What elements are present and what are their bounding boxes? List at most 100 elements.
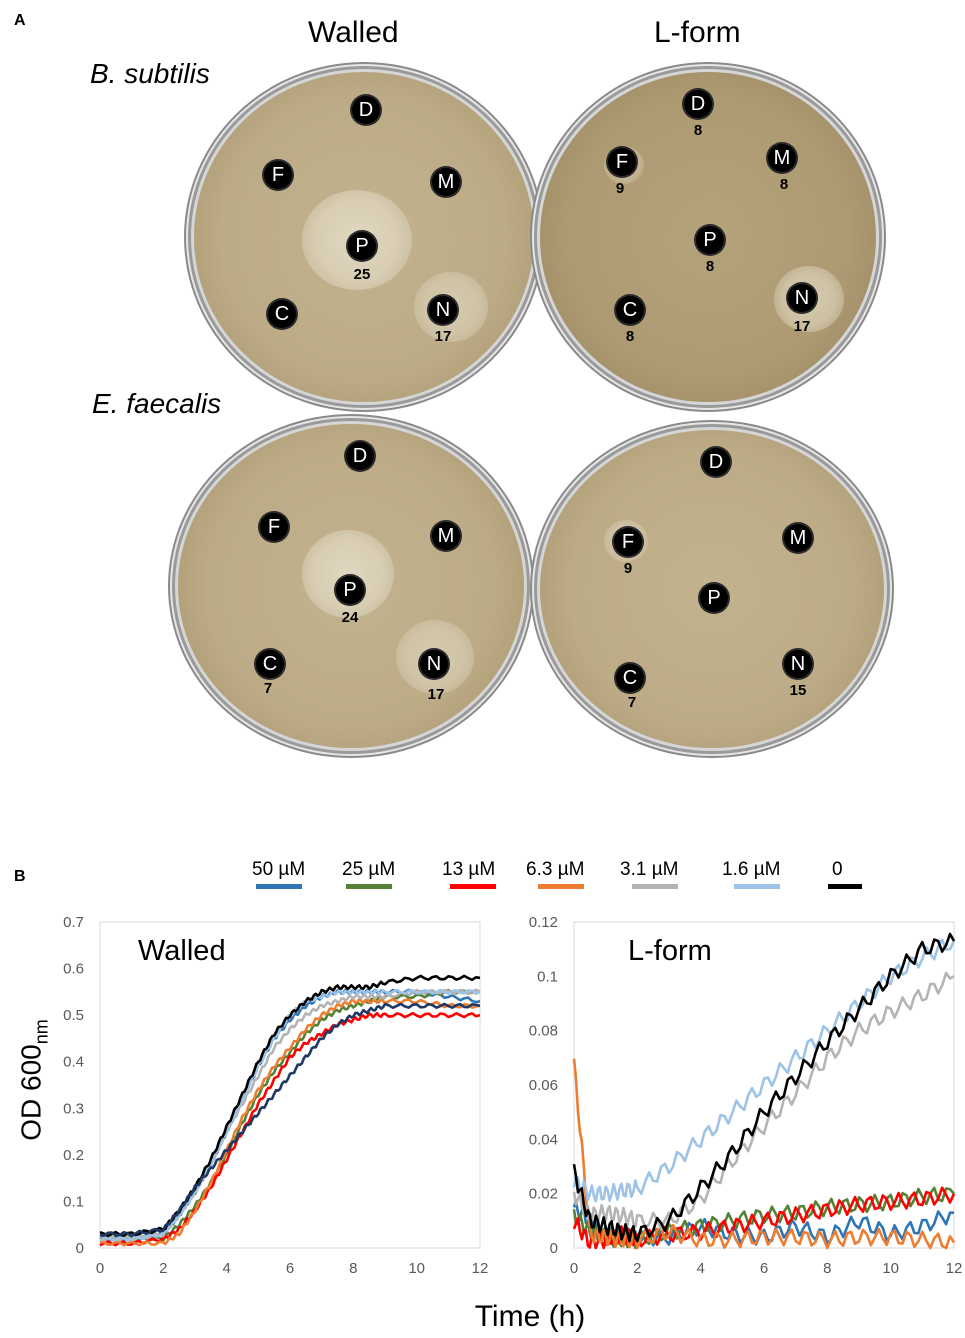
series-line: [99, 997, 481, 1247]
column-title-lform: L-form: [654, 16, 741, 49]
zone-diameter: 8: [693, 122, 703, 139]
legend-swatch: [828, 884, 862, 889]
antibiotic-disc: F: [264, 161, 292, 189]
zone-diameter: 8: [625, 328, 635, 345]
legend-label: 50 µM: [252, 859, 306, 880]
y-tick-label: 0.2: [63, 1147, 84, 1164]
chart-title: L-form: [628, 935, 712, 967]
panel-b-label: B: [14, 868, 26, 885]
petri-plate-bsub-walled: D F M P 25 C N 17: [194, 72, 534, 402]
legend-item: 50 µM: [252, 859, 305, 889]
x-tick-label: 6: [760, 1260, 768, 1277]
species-label-e-faecalis: E. faecalis: [92, 388, 222, 419]
legend-swatch: [538, 884, 584, 889]
legend-label: 3.1 µM: [620, 859, 679, 880]
zone-diameter: 7: [263, 680, 273, 697]
chart-title: Walled: [138, 935, 226, 967]
y-tick-label: 0.5: [63, 1007, 84, 1024]
antibiotic-disc: M: [768, 144, 796, 172]
x-tick-label: 12: [946, 1260, 963, 1277]
zone-diameter: 7: [627, 694, 637, 711]
legend-swatch: [256, 884, 302, 889]
legend-label: 25 µM: [342, 859, 396, 880]
y-tick-label: 0.7: [63, 914, 84, 931]
antibiotic-disc: D: [684, 90, 712, 118]
antibiotic-disc: M: [784, 524, 812, 552]
legend-label: 13 µM: [442, 859, 496, 880]
antibiotic-disc: F: [260, 513, 288, 541]
legend-item: 13 µM: [442, 859, 496, 889]
zone-diameter: 15: [789, 682, 807, 699]
antibiotic-disc: C: [256, 650, 284, 678]
zone-diameter: 9: [615, 180, 625, 197]
plot-frame: [99, 921, 481, 1249]
zone-diameter: 25: [353, 266, 371, 283]
antibiotic-disc: C: [616, 296, 644, 324]
petri-plate-bsub-lform: D 8 F 9 M 8 P 8 C 8 N 17: [540, 72, 876, 402]
y-tick-label: 0.4: [63, 1054, 84, 1071]
legend: 50 µM 25 µM 13 µM 6.3 µM 3.1 µM 1.6 µM 0: [0, 855, 965, 895]
antibiotic-disc: N: [420, 650, 448, 678]
legend-item: 3.1 µM: [620, 859, 678, 889]
legend-item: 6.3 µM: [526, 859, 584, 889]
legend-item: 25 µM: [342, 859, 395, 889]
x-tick-label: 10: [408, 1260, 425, 1277]
chart-0: 0 0.1 0.2 0.3 0.4 0.5 0.6 0.7 0 2 4 6 8 10 12 Walled: [63, 914, 488, 1277]
legend-label: 1.6 µM: [722, 859, 781, 880]
antibiotic-disc: P: [336, 576, 364, 604]
y-tick-label: 0.12: [529, 914, 558, 931]
y-tick-label: 0: [76, 1240, 84, 1257]
x-tick-label: 0: [570, 1260, 578, 1277]
legend-item: 1.6 µM: [722, 859, 780, 889]
x-tick-label: 10: [882, 1260, 899, 1277]
series-line: [572, 938, 956, 1203]
antibiotic-disc: N: [429, 296, 457, 324]
legend-swatch: [734, 884, 780, 889]
legend-label: 6.3 µM: [526, 859, 585, 880]
antibiotic-disc: F: [614, 528, 642, 556]
y-tick-label: 0.6: [63, 961, 84, 978]
x-tick-label: 2: [633, 1260, 641, 1277]
x-tick-label: 8: [823, 1260, 831, 1277]
zone-diameter: 8: [705, 258, 715, 275]
series-line: [99, 1002, 481, 1238]
antibiotic-disc: N: [788, 284, 816, 312]
x-tick-label: 8: [349, 1260, 357, 1277]
series-line: [572, 932, 956, 1243]
antibiotic-disc: F: [608, 148, 636, 176]
petri-plate-efae-walled: D F M P 24 C 7 N 17: [178, 424, 524, 748]
antibiotic-disc: M: [432, 522, 460, 550]
series-line: [99, 988, 481, 1242]
x-tick-label: 2: [159, 1260, 167, 1277]
y-tick-label: 0: [550, 1240, 558, 1257]
legend-swatch: [632, 884, 678, 889]
legend-swatch: [450, 884, 496, 889]
zone-diameter: 17: [434, 328, 452, 345]
inhibition-zone: [302, 530, 394, 618]
zone-diameter: 17: [427, 686, 445, 703]
y-tick-label: 0.04: [529, 1131, 558, 1148]
antibiotic-disc: D: [352, 96, 380, 124]
legend-label: 0: [832, 859, 843, 880]
zone-diameter: 9: [623, 560, 633, 577]
x-tick-label: 0: [96, 1260, 104, 1277]
x-tick-label: 4: [696, 1260, 704, 1277]
legend-swatch: [346, 884, 392, 889]
antibiotic-disc: C: [268, 300, 296, 328]
growth-curves-svg: 0 0.1 0.2 0.3 0.4 0.5 0.6 0.7 0 2 4 6 8 10 12 Walled 0 0.…: [63, 914, 963, 1277]
x-tick-label: 6: [286, 1260, 294, 1277]
y-tick-label: 0.1: [63, 1193, 84, 1210]
petri-plate-efae-lform: D F 9 M P C 7 N 15: [540, 430, 884, 748]
zone-diameter: 24: [341, 609, 359, 626]
antibiotic-disc: C: [616, 664, 644, 692]
x-tick-label: 4: [222, 1260, 230, 1277]
antibiotic-disc: P: [348, 232, 376, 260]
chart-1: 0 0.02 0.04 0.06 0.08 0.1 0.12 0 2 4 6 8 10 12 L-form: [529, 914, 963, 1277]
antibiotic-disc: M: [432, 168, 460, 196]
zone-diameter: 17: [793, 318, 811, 335]
antibiotic-disc: D: [702, 448, 730, 476]
plot-frame: [573, 921, 955, 1249]
antibiotic-disc: P: [696, 226, 724, 254]
y-tick-label: 0.1: [537, 968, 558, 985]
x-tick-label: 12: [472, 1260, 489, 1277]
